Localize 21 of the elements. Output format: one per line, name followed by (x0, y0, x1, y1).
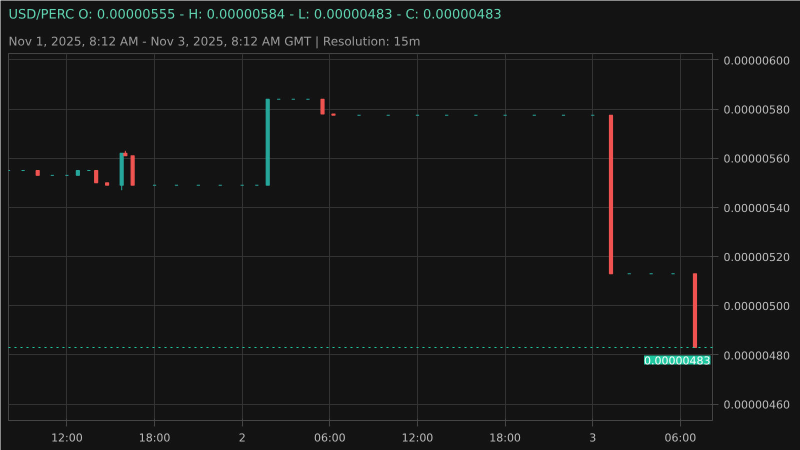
x-tick-label: 06:00 (664, 432, 696, 444)
y-tick-label: 0.00000460 (724, 398, 790, 412)
ref-line-label: 0.00000483 (644, 354, 710, 368)
y-tick-label: 0.00000500 (724, 300, 790, 314)
chart-subtitle: Nov 1, 2025, 8:12 AM - Nov 3, 2025, 8:12 AM GMT | Resolution: 15m (8, 34, 420, 48)
y-tick-label: 0.00000560 (724, 152, 790, 166)
candlestick (320, 98, 325, 114)
x-tick-label: 12:00 (51, 432, 83, 444)
y-tick-label: 0.00000540 (724, 202, 790, 215)
chart-title: USD/PERC O: 0.00000555 - H: 0.00000584 - L: 0.00000483 - C: 0.00000483 (8, 8, 502, 22)
y-tick-label: 0.00000520 (724, 251, 790, 264)
candlestick (94, 170, 98, 184)
x-tick-label: 18:00 (489, 432, 521, 444)
y-tick-label: 0.00000600 (724, 54, 790, 68)
x-tick-label: 2 (238, 432, 246, 444)
x-tick-label: 18:00 (138, 432, 170, 444)
x-tick-label: 12:00 (402, 432, 434, 444)
x-tick-label: 3 (589, 432, 596, 444)
x-tick-label: 06:00 (314, 432, 346, 444)
y-tick-label: 0.00000580 (724, 104, 790, 117)
y-tick-label: 0.00000480 (724, 349, 790, 362)
